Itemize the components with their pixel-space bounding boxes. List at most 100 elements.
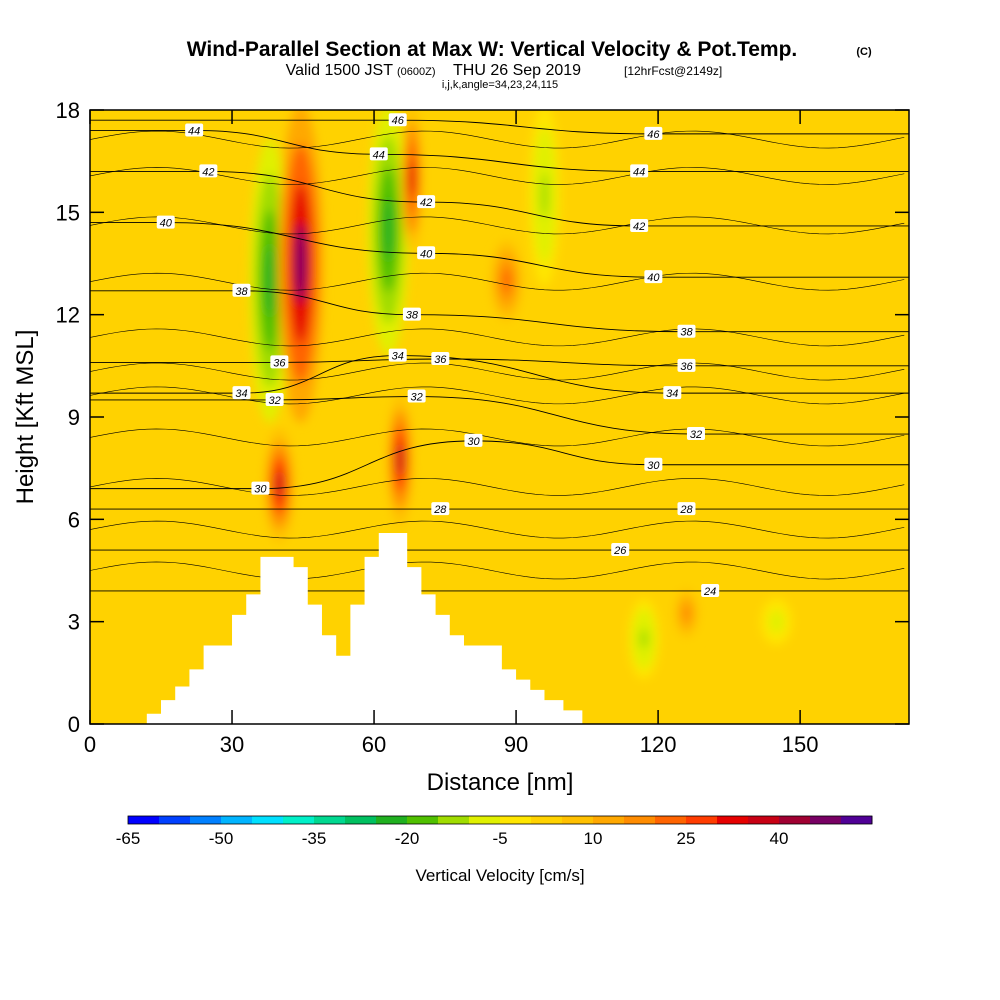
theta-label-text: 30 (647, 460, 660, 472)
theta-label: 38 (677, 324, 696, 339)
colorbar: -65 -50 -35 -20 -5 10 25 40 (116, 815, 873, 848)
x-tick-label: 120 (640, 732, 677, 757)
colorbar-swatch (655, 816, 687, 824)
theta-label: 30 (251, 481, 270, 496)
colorbar-swatch (593, 816, 625, 824)
theta-label-text: 34 (666, 388, 678, 400)
y-tick-label: 15 (56, 200, 80, 225)
valid-utc-label: (0600Z) (397, 66, 436, 78)
theta-label-text: 36 (680, 361, 693, 373)
x-tick-label: 150 (782, 732, 819, 757)
colorbar-swatch (314, 816, 346, 824)
theta-label: 34 (232, 386, 251, 400)
theta-contour-minor (90, 272, 905, 291)
colorbar-tick-label: -35 (302, 829, 327, 848)
grid-index-label: i,j,k,angle=34,23,24,115 (442, 79, 558, 91)
updraft-cell-center (386, 393, 414, 526)
theta-label-bg (156, 215, 175, 229)
theta-contour-32 (90, 396, 909, 435)
downdraft-level (264, 244, 275, 317)
theta-contours (90, 119, 909, 592)
theta-label: 40 (644, 270, 663, 284)
theta-label: 38 (232, 283, 251, 298)
colorbar-tick-label: -50 (209, 829, 234, 848)
theta-label: 40 (417, 246, 436, 260)
theta-label: 36 (431, 352, 450, 366)
theta-label-bg (630, 218, 649, 232)
theta-label: 28 (677, 502, 696, 516)
theta-label-text: 38 (235, 286, 248, 298)
theta-label: 42 (199, 164, 218, 178)
theta-contour-minor (90, 561, 905, 580)
theta-label: 34 (663, 386, 682, 400)
theta-contour-minor (90, 428, 905, 447)
colorbar-tick-label: 25 (677, 829, 696, 848)
updraft-level (396, 443, 405, 477)
colorbar-swatch (779, 816, 811, 824)
colorbar-swatch (717, 816, 749, 824)
theta-label-text: 36 (434, 354, 447, 366)
theta-label-text: 32 (411, 392, 423, 404)
updraft-level (295, 223, 307, 304)
y-tick-label: 18 (56, 98, 80, 123)
updraft-cell-left-upper (278, 110, 324, 423)
colorbar-swatch (252, 816, 284, 824)
updraft-cell-right-upper (491, 240, 523, 321)
updraft-cell-center-upper (401, 110, 423, 253)
theta-label: 34 (388, 348, 407, 363)
downdraft-level (772, 615, 781, 628)
theta-label-bg (232, 386, 251, 400)
x-axis: 0 30 60 90 120 150 (84, 110, 819, 757)
theta-label: 44 (369, 147, 388, 161)
theta-label-bg (644, 457, 663, 471)
theta-label-text: 24 (703, 586, 716, 598)
theta-label: 32 (265, 392, 284, 407)
theta-label-text: 42 (420, 197, 432, 209)
colorbar-swatch (469, 816, 501, 824)
theta-contour-38 (90, 290, 909, 333)
theta-label-bg (388, 113, 407, 127)
theta-label-text: 30 (254, 484, 267, 496)
y-axis-title: Height [Kft MSL] (12, 330, 39, 505)
theta-label-text: 30 (467, 436, 480, 448)
theta-label-bg (369, 147, 388, 161)
theta-label-bg (402, 307, 421, 321)
theta-label-text: 34 (235, 388, 247, 400)
colorbar-swatch (376, 816, 408, 824)
theta-label: 42 (417, 195, 436, 209)
colorbar-swatch (438, 816, 470, 824)
colorbar-swatch (407, 816, 439, 824)
colorbar-swatch (190, 816, 222, 824)
theta-label-text: 28 (433, 504, 447, 516)
theta-label: 42 (630, 218, 649, 233)
theta-label: 26 (611, 543, 630, 557)
updraft-level (682, 605, 691, 622)
theta-label-bg (644, 126, 663, 140)
theta-label-text: 44 (188, 125, 200, 137)
theta-contour-minor (90, 167, 905, 185)
theta-label-bg (417, 246, 436, 260)
theta-label-bg (407, 389, 426, 403)
valid-date-label: THU 26 Sep 2019 (453, 62, 581, 79)
updraft-level (407, 159, 416, 197)
theta-label-text: 40 (420, 248, 433, 260)
theta-label-bg (677, 324, 696, 338)
theta-label-text: 46 (392, 115, 405, 127)
updraft-cell-left-lower (263, 428, 295, 543)
colorbar-swatch (624, 816, 656, 824)
theta-label-bg (232, 283, 251, 297)
theta-label: 46 (388, 113, 407, 127)
colorbar-swatch (686, 816, 718, 824)
theta-label: 38 (402, 307, 421, 322)
plot-area: 24 26 28 28 30 30 30 32 32 32 34 34 34 36 36 36 38 38 38 40… (90, 110, 909, 724)
x-axis-title: Distance [nm] (427, 769, 574, 796)
theta-label-text: 46 (647, 129, 660, 141)
theta-label: 40 (156, 215, 175, 230)
updraft-level (275, 470, 284, 500)
colorbar-tick-label: 40 (770, 829, 789, 848)
colorbar-swatch (841, 816, 873, 824)
theta-label-text: 42 (633, 221, 645, 233)
theta-contour-minor (90, 386, 905, 405)
colorbar-swatch (283, 816, 315, 824)
